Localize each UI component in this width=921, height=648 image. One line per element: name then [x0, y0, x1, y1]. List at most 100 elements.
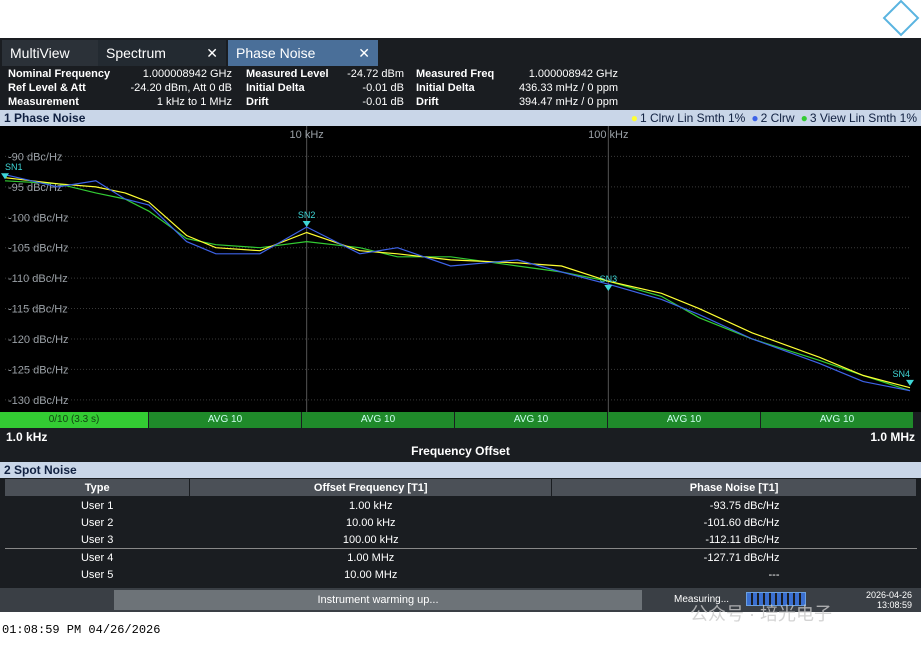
- x-tick-label: 10 kHz: [290, 129, 324, 141]
- legend-entry: 1 Clrw Lin Smth 1%: [639, 111, 746, 125]
- cell: 100.00 kHz: [342, 533, 399, 546]
- cell: User 3: [80, 533, 114, 546]
- cell: -101.60 dBc/Hz: [703, 516, 780, 529]
- x-end: 1.0 MHz: [870, 430, 915, 444]
- tab[interactable]: Spectrum ✕: [98, 40, 226, 66]
- progress: [746, 592, 806, 606]
- info-label: Measured Level: [246, 68, 329, 80]
- info-label: Initial Delta: [246, 82, 305, 94]
- legend-dot: ●: [800, 111, 808, 125]
- status-bar: 0/10 (3.3 s) AVG 10 AVG 10 AVG 10 AVG 10 AVG …: [0, 412, 921, 428]
- marker: [1, 173, 9, 180]
- info-label: Measured Freq: [416, 68, 495, 80]
- info-label: Ref Level & Att: [8, 82, 86, 94]
- info-value: 1.000008942 GHz: [142, 68, 232, 80]
- table-row: User 5 10.00 MHz ---: [5, 566, 917, 583]
- y-tick-label: -105 dBc/Hz: [8, 243, 69, 255]
- panel-title: 1 Phase Noise: [4, 111, 86, 125]
- timestamp: 01:08:59 PM 04/26/2026: [2, 623, 161, 637]
- cell: -127.71 dBc/Hz: [703, 551, 780, 564]
- y-tick-label: -130 dBc/Hz: [8, 395, 69, 407]
- x-start: 1.0 kHz: [6, 430, 48, 444]
- y-tick-label: -110 dBc/Hz: [8, 273, 68, 285]
- cell: -93.75 dBc/Hz: [709, 499, 780, 512]
- panel-header: 1 Phase Noise ● 1 Clrw Lin Smth 1% ● 2 Clrw ●…: [0, 110, 921, 126]
- table-row: User 2 10.00 kHz -101.60 dBc/Hz: [5, 514, 917, 531]
- time: 13:08:59: [877, 600, 913, 610]
- table-row: User 4 1.00 MHz -127.71 dBc/Hz: [4, 548, 917, 567]
- info-panel: Nominal Frequency 1.000008942 GHz Ref Leve…: [4, 68, 624, 110]
- status-cell: AVG 10: [455, 412, 607, 428]
- close-icon[interactable]: ✕: [358, 45, 370, 61]
- marker-label: SN3: [600, 274, 618, 284]
- column-header: Phase Noise [T1]: [551, 478, 917, 497]
- status-cell: AVG 10: [608, 412, 760, 428]
- cell: 10.00 MHz: [344, 568, 398, 581]
- marker-label: SN4: [892, 369, 910, 379]
- info-label: Initial Delta: [416, 82, 475, 94]
- logo: [882, 0, 920, 37]
- spot-table: Type Offset Frequency [T1] Phase Noise [T1…: [3, 478, 917, 583]
- legend-dot: ●: [630, 111, 638, 125]
- marker-label: SN2: [298, 210, 316, 220]
- clock: 2026-04-26 13:08:59: [866, 590, 912, 610]
- info-value: 394.47 mHz / 0 ppm: [518, 96, 618, 108]
- marker-label: SN1: [5, 162, 23, 172]
- marker: [906, 379, 914, 386]
- info-label: Measurement: [8, 96, 79, 108]
- table-row: User 3 100.00 kHz -112.11 dBc/Hz: [5, 531, 917, 549]
- info-label: Drift: [246, 96, 269, 108]
- measuring: Measuring...: [674, 594, 730, 605]
- y-tick-label: -100 dBc/Hz: [8, 212, 69, 224]
- close-icon[interactable]: ✕: [206, 45, 218, 61]
- cell: 1.00 MHz: [347, 551, 395, 564]
- status-cell: AVG 10: [761, 412, 913, 428]
- tab[interactable]: MultiView: [2, 40, 98, 66]
- info-value: 436.33 mHz / 0 ppm: [518, 82, 618, 94]
- y-tick-label: -120 dBc/Hz: [8, 334, 69, 346]
- cell: 10.00 kHz: [345, 516, 396, 529]
- table-row: User 1 1.00 kHz -93.75 dBc/Hz: [5, 497, 917, 515]
- info-label: Drift: [416, 96, 439, 108]
- status-cell: AVG 10: [149, 412, 301, 428]
- cell: User 1: [80, 499, 114, 512]
- watermark: 公众号 · 培光电子: [690, 604, 832, 624]
- y-tick-label: -125 dBc/Hz: [8, 364, 69, 376]
- header-row: Type Offset Frequency [T1] Phase Noise [T1…: [3, 478, 917, 497]
- legend-dot: ●: [751, 111, 759, 125]
- cell: User 5: [80, 568, 114, 581]
- info-value: -24.72 dBm: [347, 68, 404, 80]
- date: 2026-04-26: [866, 590, 913, 600]
- tab-label: Phase Noise: [236, 45, 316, 61]
- y-tick-label: -115 dBc/Hz: [8, 304, 68, 316]
- x-tick-label: 100 kHz: [588, 129, 628, 141]
- info-value: 1.000008942 GHz: [528, 68, 618, 80]
- y-tick-label: -90 dBc/Hz: [8, 151, 62, 163]
- legend-entry: 2 Clrw: [760, 111, 795, 125]
- trace: [4, 177, 911, 389]
- legend: ● 1 Clrw Lin Smth 1% ● 2 Clrw ● 3 View Lin Sm…: [625, 111, 917, 125]
- tab[interactable]: Phase Noise ✕: [228, 40, 378, 66]
- marker: [302, 221, 311, 228]
- x-axis-title: Frequency Offset: [411, 444, 510, 458]
- cell: ---: [768, 568, 780, 581]
- info-value: -0.01 dB: [362, 82, 404, 94]
- plot: -90 dBc/Hz-95 dBc/Hz-100 dBc/Hz-105 dBc/…: [0, 126, 921, 412]
- trace: [4, 174, 911, 392]
- tab-label: Spectrum: [106, 45, 166, 61]
- cell: User 2: [80, 516, 114, 529]
- plot-bg: [0, 126, 921, 412]
- cell: -112.11 dBc/Hz: [705, 533, 780, 546]
- cell: User 4: [80, 551, 114, 564]
- legend-entry: 3 View Lin Smth 1%: [809, 111, 917, 125]
- info-label: Nominal Frequency: [8, 68, 111, 80]
- info-value: -0.01 dB: [362, 96, 404, 108]
- table-title: 2 Spot Noise: [0, 462, 921, 478]
- info-value: -24.20 dBm, Att 0 dB: [130, 82, 232, 94]
- message: Instrument warming up...: [114, 590, 642, 610]
- marker: [604, 284, 613, 291]
- trace: [4, 180, 911, 392]
- status-cell: 0/10 (3.3 s): [0, 412, 148, 428]
- status-cell: AVG 10: [302, 412, 454, 428]
